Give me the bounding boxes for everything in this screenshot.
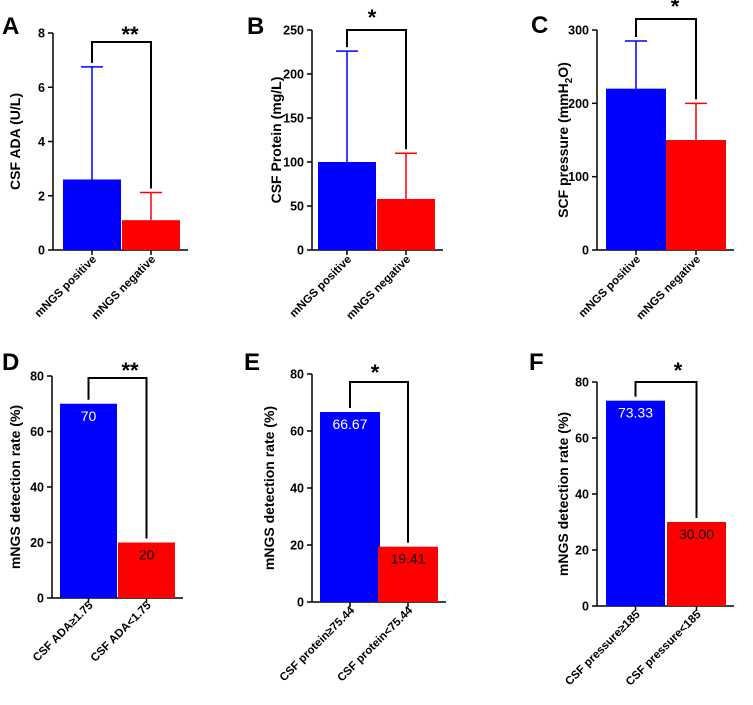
y-tick-label: 300: [568, 24, 589, 38]
x-category-label: mNGS positive: [288, 254, 354, 320]
y-axis-label-part: SCF pressure (mmH: [555, 83, 571, 218]
panel-letter: C: [531, 12, 548, 39]
y-axis-label: SCF pressure (mmH2O): [555, 62, 575, 218]
y-tick-label: 100: [568, 170, 589, 184]
y-axis-label: CSF Protein (mg/L): [268, 77, 284, 204]
significance-marker: *: [671, 0, 680, 19]
bar-value-label: 66.67: [332, 416, 367, 432]
y-tick-label: 200: [283, 68, 304, 82]
x-category-label: mNGS negative: [635, 254, 704, 323]
y-tick-label: 40: [575, 488, 589, 502]
panel-letter: A: [2, 13, 19, 40]
bar-value-label: 70: [81, 408, 97, 424]
y-tick-label: 200: [568, 97, 589, 111]
bar-first: [606, 400, 665, 606]
y-tick-label: 0: [582, 244, 589, 258]
y-tick-label: 0: [582, 600, 589, 614]
panel-b: B 0 50 100 150 200 250 CSF Protein (mg/L) mNGS p…: [247, 5, 443, 322]
bar-second: [122, 220, 180, 250]
y-tick-label: 20: [30, 536, 44, 550]
significance-bracket: [634, 381, 698, 518]
y-tick-label: 20: [575, 544, 589, 558]
bar-first: [320, 411, 380, 602]
y-tick-label: 100: [283, 156, 304, 170]
x-category-label: mNGS positive: [577, 254, 643, 320]
panel-d: D 0 20 40 60 80 mNGS detection rate (%) 70 CSF A…: [2, 349, 183, 665]
y-axis-label: mNGS detection rate (%): [555, 412, 571, 576]
y-tick-label: 6: [38, 81, 45, 95]
panel-letter: E: [244, 349, 260, 376]
y-tick-label: 150: [283, 112, 304, 126]
panel-letter: B: [247, 13, 264, 40]
significance-bracket: [91, 41, 152, 189]
bar-value-label: 73.33: [618, 405, 653, 421]
significance-marker: **: [121, 358, 139, 383]
panel-letter: F: [529, 349, 544, 376]
y-tick-label: 0: [38, 244, 45, 258]
bar-value-label: 19.41: [390, 551, 425, 567]
significance-marker: **: [121, 22, 139, 47]
significance-marker: *: [371, 360, 380, 385]
y-tick-label: 0: [297, 244, 304, 258]
x-category-label: CSF ADA<1.75: [89, 599, 154, 664]
y-tick-label: 80: [290, 368, 304, 382]
y-tick-label: 80: [30, 370, 44, 384]
y-tick-label: 40: [290, 482, 304, 496]
significance-bracket: [87, 377, 148, 539]
y-tick-label: 40: [30, 481, 44, 495]
significance-bracket: [635, 18, 697, 100]
y-axis-label-part: O): [555, 62, 571, 78]
y-tick-label: 60: [575, 432, 589, 446]
y-axis-label: mNGS detection rate (%): [261, 406, 277, 570]
y-tick-label: 8: [38, 27, 45, 41]
x-category-label: mNGS negative: [90, 254, 159, 323]
bar-second: [377, 198, 435, 250]
bar-value-label: 20: [139, 547, 155, 563]
y-tick-label: 20: [290, 539, 304, 553]
x-category-label: mNGS positive: [33, 254, 99, 320]
panel-c: C 0 100 200 300 SCF pressure (mmH2O) mNGS posi…: [531, 0, 734, 322]
x-category-label: mNGS negative: [345, 254, 414, 323]
bar-second: [378, 546, 438, 602]
significance-bracket: [349, 381, 409, 543]
bar-second: [667, 522, 726, 606]
significance-bracket: [346, 29, 407, 150]
y-tick-label: 4: [38, 135, 45, 149]
y-tick-label: 2: [38, 189, 45, 203]
bar-value-label: 30.00: [679, 526, 714, 542]
panel-letter: D: [2, 349, 19, 376]
y-tick-label: 50: [290, 200, 304, 214]
y-tick-label: 0: [37, 592, 44, 606]
y-tick-label: 80: [575, 376, 589, 390]
y-tick-label: 60: [30, 425, 44, 439]
x-category-label: CSF ADA≥1.75: [31, 599, 96, 664]
bar-second: [666, 140, 726, 250]
significance-marker: *: [674, 358, 683, 383]
bar-first: [318, 162, 376, 250]
y-axis-label-subscript: 2: [564, 77, 575, 83]
y-tick-label: 0: [297, 596, 304, 610]
significance-marker: *: [368, 5, 377, 30]
bar-first: [606, 88, 666, 251]
bar-first: [63, 179, 121, 250]
y-tick-label: 60: [290, 425, 304, 439]
bar-first: [60, 403, 117, 598]
bar-second: [118, 542, 175, 598]
y-tick-label: 250: [283, 24, 304, 38]
y-axis-label: mNGS detection rate (%): [7, 405, 23, 569]
y-axis-label: CSF ADA (U/L): [7, 93, 23, 190]
